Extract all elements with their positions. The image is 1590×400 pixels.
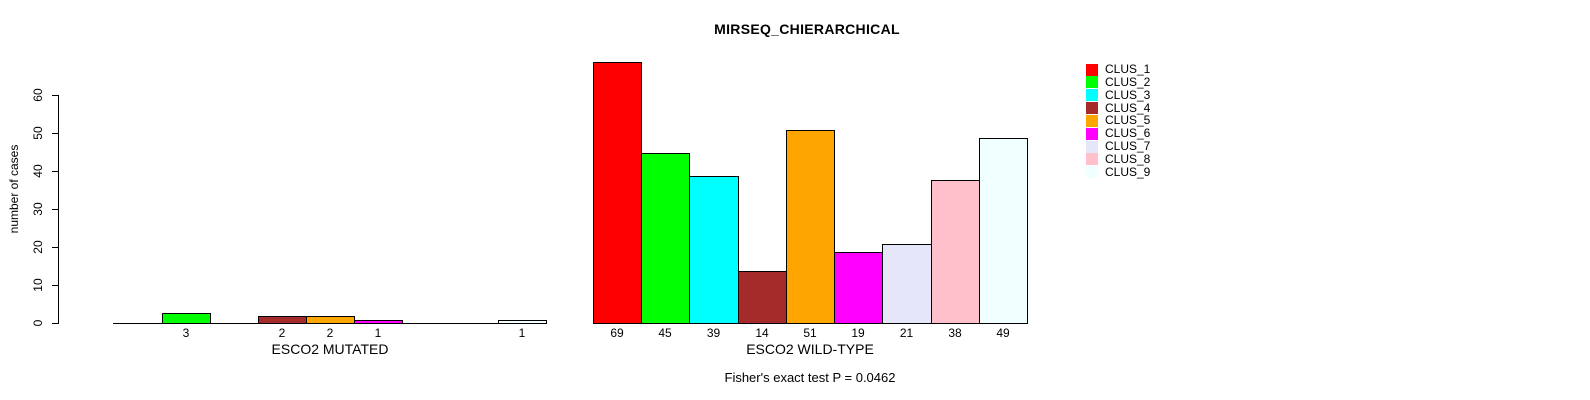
bar-value-label: 69 (610, 326, 624, 340)
y-tick-label: 40 (31, 164, 45, 178)
legend-swatch-clus_8 (1086, 153, 1098, 166)
bar-clus_6 (354, 320, 403, 324)
legend-label: CLUS_4 (1105, 100, 1151, 115)
legend-swatch-clus_9 (1086, 166, 1098, 179)
bar-value-label: 2 (278, 326, 286, 340)
legend-item: CLUS_3 (1086, 87, 1151, 102)
y-tick-label: 30 (31, 202, 45, 216)
legend-swatch-clus_2 (1086, 76, 1098, 89)
bar-value-label: 51 (803, 326, 817, 340)
legend-item: CLUS_6 (1086, 127, 1150, 140)
bar-value-label: 39 (706, 326, 721, 340)
y-tick-label: 60 (31, 88, 45, 102)
y-tick (52, 247, 59, 248)
bar-clus_4 (258, 316, 307, 324)
y-tick (52, 133, 59, 134)
legend-label: CLUS_8 (1105, 151, 1151, 166)
bar-value-label: 1 (518, 326, 526, 340)
bar-value-label: 14 (755, 326, 769, 340)
legend-label: CLUS_6 (1105, 126, 1151, 141)
legend-swatch-clus_6 (1086, 127, 1098, 140)
bar-value-label: 45 (658, 326, 672, 340)
chart-title: MIRSEQ_CHIERARCHICAL (714, 21, 900, 37)
fisher-test-annotation: Fisher's exact test P = 0.0462 (724, 370, 896, 385)
legend-label: CLUS_7 (1105, 139, 1151, 154)
y-tick (52, 285, 59, 286)
legend-label: CLUS_3 (1105, 87, 1151, 102)
bar-clus_1 (593, 62, 642, 324)
y-tick (52, 95, 59, 96)
y-tick-label: 20 (31, 240, 45, 254)
bar-value-label: 49 (996, 326, 1010, 340)
bar-value-label: 1 (374, 326, 382, 340)
legend-label: CLUS_5 (1105, 113, 1151, 128)
y-tick (52, 323, 59, 324)
bar-clus_9 (979, 138, 1028, 324)
bar-clus_6 (834, 252, 883, 324)
bar-clus_9 (498, 320, 547, 324)
legend-item: CLUS_5 (1086, 114, 1150, 127)
y-tick (52, 209, 59, 210)
bar-clus_5 (306, 316, 355, 324)
legend-item: CLUS_9 (1086, 164, 1151, 179)
group-label-esco2-wild-type: ESCO2 WILD-TYPE (746, 341, 874, 357)
y-tick-label: 10 (31, 278, 45, 292)
bar-clus_2 (162, 313, 211, 324)
y-tick (52, 171, 59, 172)
legend-swatch-clus_3 (1086, 89, 1098, 102)
y-tick-label: 50 (31, 126, 45, 140)
legend-swatch-clus_7 (1086, 140, 1098, 153)
bar-value-label: 2 (326, 326, 334, 340)
legend-item: CLUS_2 (1086, 74, 1151, 89)
bar-clus_2 (641, 153, 690, 324)
legend-swatch-clus_5 (1086, 114, 1098, 127)
bar-value-label: 3 (182, 326, 190, 340)
bar-clus_5 (786, 130, 835, 324)
bar-clus_8 (931, 180, 980, 324)
y-axis-label: number of cases (7, 144, 21, 234)
y-tick-label: 0 (31, 319, 45, 327)
group-label-esco2-mutated: ESCO2 MUTATED (271, 341, 389, 357)
legend-swatch-clus_4 (1086, 102, 1098, 115)
legend-item: CLUS_4 (1086, 100, 1151, 115)
bar-value-label: 38 (948, 326, 962, 340)
legend-label: CLUS_9 (1105, 164, 1151, 179)
legend-swatch-clus_1 (1086, 63, 1098, 76)
bar-value-label: 19 (851, 326, 865, 340)
legend-item: CLUS_1 (1086, 63, 1150, 76)
legend-label: CLUS_1 (1105, 62, 1151, 76)
bar-clus_7 (882, 244, 932, 324)
legend-item: CLUS_7 (1086, 140, 1150, 153)
legend-label: CLUS_2 (1105, 74, 1151, 89)
bar-clus_4 (738, 271, 787, 324)
bar-value-label: 21 (899, 326, 914, 340)
legend-item: CLUS_8 (1086, 151, 1151, 166)
bar-clus_3 (689, 176, 739, 324)
